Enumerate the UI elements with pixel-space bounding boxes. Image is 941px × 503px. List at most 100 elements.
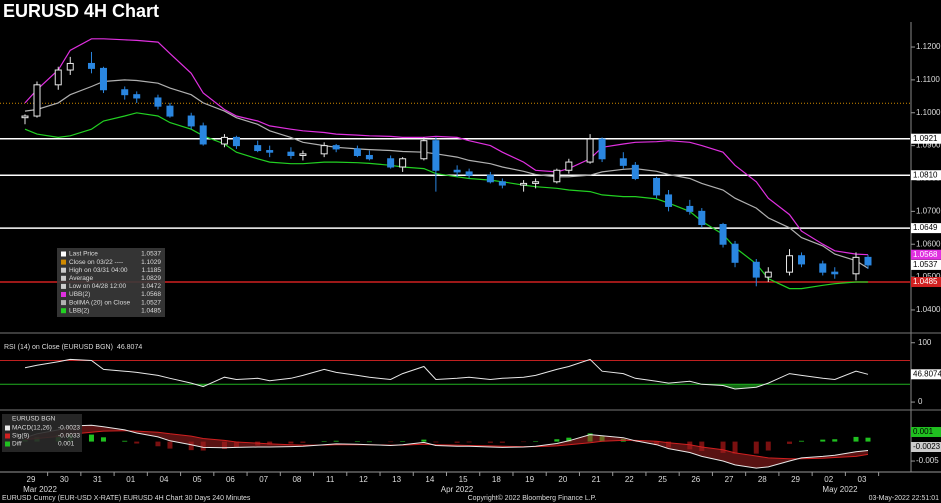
candle-body [166,105,174,117]
diff-bar [832,439,838,442]
candle-body [266,150,274,153]
x-tick-label: 22 [625,475,634,484]
candle-body [852,256,860,275]
legend-box [2,414,82,452]
candle-body [54,69,62,86]
month-label: Apr 2022 [441,485,474,494]
diff-bar [853,436,859,442]
x-tick-label: 14 [425,475,434,484]
candle-body [819,263,827,273]
legend-value: 1.0472 [141,283,161,290]
diff-tag-bg [911,427,941,437]
x-tick-label: 08 [292,475,301,484]
candle-body [320,145,328,155]
diff-bar [554,439,560,442]
macd-tag-bg [911,442,941,452]
candle-body [387,158,395,168]
ubb-tag-bg [911,249,941,260]
diff-bar [267,441,273,445]
footer-right: 03-May-2022 22:51:01 [869,495,940,502]
legend-value: 1.0829 [141,275,161,282]
diff-bar [122,440,128,442]
x-tick-label: 26 [691,475,700,484]
x-tick-label: 20 [558,475,567,484]
candle-body [420,140,428,160]
legend-label: High on 03/31 04:00 [69,267,128,274]
legend-value: 1.0537 [141,251,161,258]
diff-bar [188,441,194,451]
x-tick-label: 21 [592,475,601,484]
macd-line [24,424,869,469]
legend-label: MACD(12,26) [12,425,52,432]
candle-body [299,153,307,156]
y-tick-label: 0 [918,397,923,406]
candle-body [831,271,839,275]
y-tick-label: 1.0900 [916,141,941,150]
diff-bar [521,441,527,443]
x-tick-label: 01 [126,475,135,484]
candle-body [864,256,872,266]
x-tick-label: 06 [226,475,235,484]
candle-body [365,154,373,160]
last-price-tag: 1.0537 [913,260,938,269]
month-label: May 2022 [822,485,858,494]
candle-body [33,84,41,117]
candle-body [199,125,207,145]
candle-body [798,255,806,265]
x-tick-label: 13 [392,475,401,484]
legend-label: Close on 03/22 ---- [69,259,123,266]
diff-bar [333,440,339,442]
diff-bar [699,441,705,451]
diff-bar [799,440,805,442]
x-tick-label: 18 [492,475,501,484]
diff-bar [454,441,460,443]
legend-value: -0.0023 [58,425,80,432]
legend-label: Average [69,275,93,282]
candle-body [66,62,74,71]
x-tick-label: 31 [93,475,102,484]
legend-label: Low on 04/28 12:00 [69,283,126,290]
candle-body [332,145,340,150]
last-price-tag-bg [911,259,941,270]
candle-body [87,62,95,69]
diff-bar [167,441,173,449]
panel-title: EURUSD BGN [12,416,56,423]
month-label: Mar 2022 [23,485,57,494]
x-tick-label: 28 [758,475,767,484]
signal-line [24,430,869,460]
diff-bar [366,441,372,443]
reference-label-bg [911,223,941,234]
macd-tag: -0.0023 [913,442,941,451]
candle-body [353,148,361,156]
candle-body [598,138,606,160]
diff-bar [400,441,406,442]
x-tick-label: 15 [459,475,468,484]
x-tick-label: 29 [791,475,800,484]
x-tick-label: 03 [858,475,867,484]
candle-body [532,181,540,184]
rsi-tag: 46.8074 [913,369,941,378]
candle-body [631,164,639,179]
legend-box [57,248,165,317]
candle-body [232,136,240,147]
diff-bar [720,441,726,453]
x-tick-label: 05 [193,475,202,484]
legend-value: 0.001 [58,441,75,448]
candle-body [21,115,29,119]
candle-body [619,158,627,166]
candle-body [220,136,228,145]
candle-body [586,138,594,163]
legend-swatch [61,283,66,289]
legend-value: 1.0485 [141,307,161,314]
diff-bar [134,441,140,444]
diff-bar [155,441,161,447]
indicator-name: RSI (14) on Close (EURUSD BGN) [4,344,113,351]
diff-bar [300,441,306,443]
diff-bar [354,441,360,442]
x-tick-label: 11 [326,475,335,484]
diff-bar [499,441,505,443]
y-tick-label: 1.1000 [916,108,941,117]
rsi-line [24,358,869,390]
candle-body [453,169,461,173]
candle-body [465,171,473,176]
